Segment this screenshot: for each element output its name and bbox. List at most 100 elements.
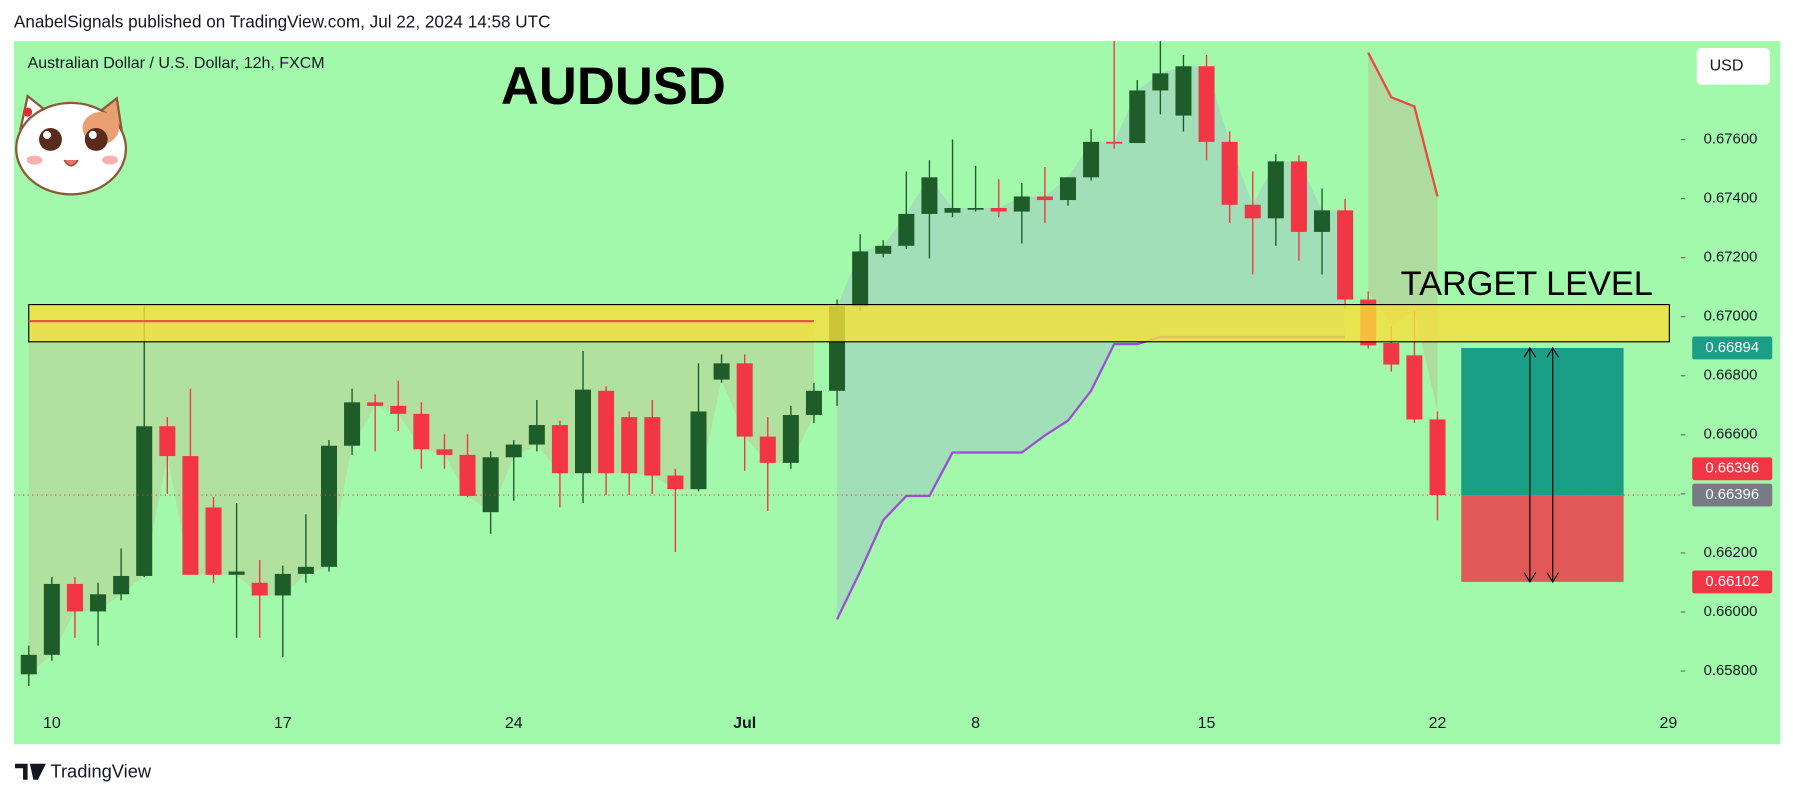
target-zone — [28, 304, 1670, 343]
candle-body — [1314, 210, 1331, 232]
candle-body — [297, 566, 314, 574]
y-tick-label: 0.66000 — [1704, 604, 1758, 620]
candle-body — [921, 177, 938, 214]
price-tag-label: 0.66396 — [1705, 461, 1759, 477]
candle-body — [113, 575, 130, 595]
x-tick-label: 29 — [1660, 715, 1678, 732]
candle-body — [713, 363, 730, 380]
candle-body — [1290, 161, 1307, 232]
y-tick-label: 0.67000 — [1704, 309, 1758, 325]
candle-body — [1013, 196, 1030, 212]
x-tick-label: 10 — [43, 715, 61, 732]
candle-body — [413, 413, 430, 450]
candle-body — [690, 411, 707, 490]
y-tick-label: 0.66800 — [1704, 368, 1758, 384]
candle-body — [898, 213, 915, 246]
candle-body — [482, 457, 499, 513]
candle-body — [736, 363, 753, 437]
candle-body — [205, 507, 222, 575]
candle-body — [1083, 141, 1100, 178]
loss-zone — [1461, 495, 1624, 582]
candle-body — [621, 417, 638, 474]
header-text: AnabelSignals published on TradingView.c… — [14, 11, 551, 31]
profit-zone — [1461, 347, 1624, 496]
price-tag — [1692, 570, 1773, 594]
plot — [13, 41, 1681, 686]
y-tick-label: 0.65800 — [1704, 663, 1758, 679]
chart-subtitle: Australian Dollar / U.S. Dollar, 12h, FX… — [28, 55, 325, 72]
candle-body — [598, 390, 615, 474]
candle-body — [1059, 177, 1076, 201]
candle-body — [367, 402, 384, 406]
indicator-line — [1367, 52, 1439, 197]
candle-body — [505, 444, 522, 458]
price-tag — [1692, 336, 1773, 360]
annotation: TARGET LEVEL — [1401, 265, 1653, 303]
y-tick-label: 0.66200 — [1704, 545, 1758, 561]
candle-body — [20, 654, 37, 675]
candle-body — [66, 583, 83, 612]
candle-body — [852, 251, 869, 307]
y-tick-label: 0.67200 — [1704, 250, 1758, 266]
x-tick-label: 8 — [971, 715, 980, 732]
x-tick-label: 22 — [1429, 715, 1447, 732]
currency-button[interactable] — [1696, 48, 1770, 85]
x-tick-label: Jul — [733, 715, 756, 732]
currency-label: USD — [1710, 58, 1744, 75]
x-tick-label: 17 — [274, 715, 292, 732]
price-tag-label: 0.66396 — [1705, 487, 1759, 503]
candle-body — [759, 436, 776, 463]
candle-body — [136, 426, 153, 576]
candle-body — [228, 571, 245, 575]
candle-body — [551, 425, 568, 474]
candle-body — [1221, 141, 1238, 205]
candle-body — [159, 426, 176, 457]
y-tick-label: 0.67400 — [1704, 190, 1758, 206]
candle-body — [251, 582, 268, 596]
candle-body — [90, 594, 107, 612]
price-tag — [1692, 483, 1773, 507]
candle-body — [1244, 204, 1261, 219]
candle-body — [644, 417, 661, 476]
candle-body — [1129, 90, 1146, 144]
candle-body — [944, 208, 961, 213]
candle-body — [1175, 66, 1192, 116]
candle-body — [967, 208, 984, 210]
brand-logo — [15, 763, 46, 780]
candle-body — [667, 475, 684, 490]
arrow-head — [1523, 346, 1537, 583]
candle-body — [575, 389, 592, 474]
y-tick-label: 0.67600 — [1704, 131, 1758, 147]
brand: TradingView — [50, 761, 151, 782]
candle-body — [459, 454, 476, 496]
candle-body — [436, 449, 453, 455]
candle-body — [320, 445, 337, 567]
arrow-head — [1546, 346, 1559, 583]
candle-body — [782, 415, 799, 463]
x-tick-label: 15 — [1198, 715, 1216, 732]
candle-body — [1337, 210, 1354, 300]
candle-body — [43, 583, 60, 655]
candle-body — [875, 245, 892, 254]
candle-body — [1106, 141, 1123, 144]
candle-body — [1152, 73, 1169, 91]
price-tag — [1692, 457, 1773, 481]
candle-body — [805, 390, 822, 416]
candle-body — [182, 456, 199, 575]
cloud-area — [28, 321, 814, 675]
price-tag-label: 0.66894 — [1705, 340, 1759, 356]
candle-body — [1406, 355, 1423, 420]
candle-body — [274, 573, 291, 596]
candle-body — [528, 425, 545, 445]
candle-body — [1429, 419, 1446, 496]
candle-body — [390, 405, 407, 414]
price-tag-label: 0.66102 — [1705, 574, 1759, 590]
candle-body — [990, 208, 1007, 212]
y-tick-label: 0.66600 — [1704, 427, 1758, 443]
cloud-area — [837, 66, 1346, 620]
mascot — [15, 93, 128, 196]
candle-body — [1267, 161, 1284, 219]
chart-title: AUDUSD — [501, 57, 726, 116]
x-tick-label: 24 — [505, 715, 523, 732]
